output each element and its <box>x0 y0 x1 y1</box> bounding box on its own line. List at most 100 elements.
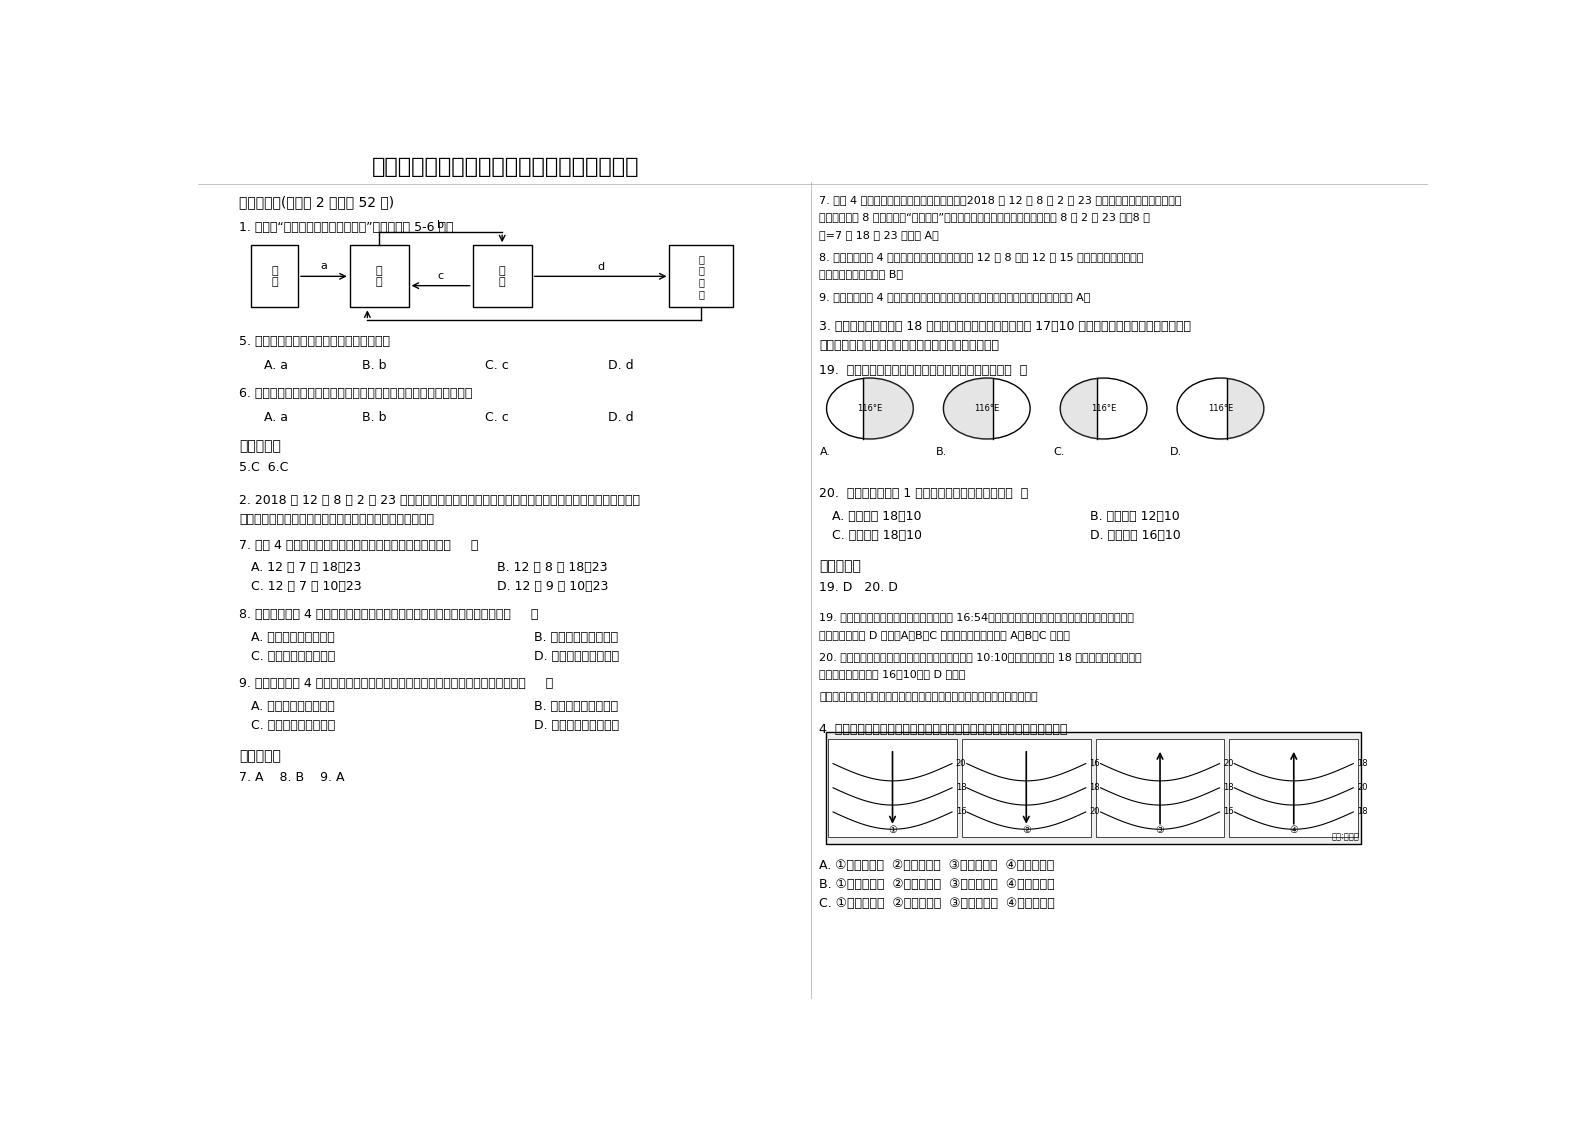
Text: 四川省德阳市大余中学高一地理测试题含解析: 四川省德阳市大余中学高一地理测试题含解析 <box>371 157 640 177</box>
Text: 16: 16 <box>955 808 966 817</box>
Text: C.: C. <box>1054 448 1065 458</box>
Text: 7. 嫦娥 4 号发射成功！以北京时间（东八区）2018 年 12 月 8 日 2 时 23 分，国际标准时间（中时区区: 7. 嫦娥 4 号发射成功！以北京时间（东八区）2018 年 12 月 8 日 … <box>819 195 1182 205</box>
Text: 太
阳: 太 阳 <box>271 266 278 287</box>
Text: C. 12 月 7 日 10：23: C. 12 月 7 日 10：23 <box>251 580 362 594</box>
Text: 19.  飞机降落时，晨昏线的位置应该是下列四图中的（  ）: 19. 飞机降落时，晨昏线的位置应该是下列四图中的（ ） <box>819 365 1028 377</box>
Text: 5.C  6.C: 5.C 6.C <box>240 461 289 475</box>
Text: C. 在北半球，向北移动: C. 在北半球，向北移动 <box>251 650 335 663</box>
Text: C. 星期日的 18：10: C. 星期日的 18：10 <box>832 528 922 542</box>
Text: 20: 20 <box>1224 760 1233 769</box>
Text: D. 在北半球，向南移动: D. 在北半球，向南移动 <box>535 650 619 663</box>
Text: c: c <box>438 272 444 282</box>
FancyBboxPatch shape <box>962 738 1090 837</box>
FancyBboxPatch shape <box>828 738 957 837</box>
Text: 20: 20 <box>1357 783 1368 792</box>
Text: 9. 探月卫星嫦娥 4 号成功靠近月球一周内，北京市昼短夜长，且昼渐短夜渐长。选 A。: 9. 探月卫星嫦娥 4 号成功靠近月球一周内，北京市昼短夜长，且昼渐短夜渐长。选… <box>819 292 1090 302</box>
Text: ①: ① <box>889 826 897 835</box>
Text: ④: ④ <box>1289 826 1298 835</box>
Text: 116°E: 116°E <box>974 404 1000 413</box>
Text: 2. 2018 年 12 月 8 日 2 时 23 分，我国在西昌卫星发射中心用长征三号乙运载火箭成功发射嫦娥四号探: 2. 2018 年 12 月 8 日 2 时 23 分，我国在西昌卫星发射中心用… <box>240 494 640 507</box>
Text: 20: 20 <box>955 760 966 769</box>
Text: A. 在南半球，向北移动: A. 在南半球，向北移动 <box>251 631 335 644</box>
Text: A. 昼长夜短，白昼变短: A. 昼长夜短，白昼变短 <box>251 700 335 712</box>
Text: D. d: D. d <box>608 359 633 373</box>
Text: 7. A    8. B    9. A: 7. A 8. B 9. A <box>240 771 344 784</box>
FancyBboxPatch shape <box>1230 738 1358 837</box>
Text: D. 昼长夜短，白昼变短: D. 昼长夜短，白昼变短 <box>535 719 619 732</box>
FancyBboxPatch shape <box>825 732 1360 844</box>
Text: A. a: A. a <box>263 411 287 424</box>
Text: 员看到一轮红日正在跑道西边的尽头，完成下面小题。: 员看到一轮红日正在跑道西边的尽头，完成下面小题。 <box>819 339 1000 351</box>
Text: B. 昼短夜长，白昼变长: B. 昼短夜长，白昼变长 <box>535 700 619 712</box>
Text: B. 在南半球，向南移动: B. 在南半球，向南移动 <box>535 631 619 644</box>
Text: 参考答案：: 参考答案： <box>819 559 862 573</box>
Text: 20: 20 <box>1089 808 1100 817</box>
Text: a: a <box>321 261 327 272</box>
Text: A. 星期一的 18：10: A. 星期一的 18：10 <box>832 509 922 523</box>
FancyBboxPatch shape <box>251 246 298 307</box>
Text: 大
气: 大 气 <box>498 266 506 287</box>
Text: A. a: A. a <box>263 359 287 373</box>
Text: A. 12 月 7 日 18：23: A. 12 月 7 日 18：23 <box>251 561 362 574</box>
Text: B. 星期一的 12：10: B. 星期一的 12：10 <box>1090 509 1179 523</box>
Text: 单位:摄氏度: 单位:摄氏度 <box>1331 833 1360 842</box>
Text: 18: 18 <box>1089 783 1100 792</box>
Text: 1. 下图是“大气热力作用关联示意图”，读图回答 5-6 题。: 1. 下图是“大气热力作用关联示意图”，读图回答 5-6 题。 <box>240 221 454 234</box>
Text: A.: A. <box>819 448 830 458</box>
Text: 116°E: 116°E <box>857 404 882 413</box>
Text: 时=7 日 18 时 23 分。选 A。: 时=7 日 18 时 23 分。选 A。 <box>819 230 940 240</box>
Text: 3. 某国际航班从罗马经 18 小时的飞行，于北京时间星期一 17：10 安全降落在北京机场。此时，飞行: 3. 某国际航班从罗马经 18 小时的飞行，于北京时间星期一 17：10 安全降… <box>819 320 1192 332</box>
Text: 18: 18 <box>1357 760 1368 769</box>
Text: 测器，开启了探测月球暗面的新旅程。据此完成下列各题。: 测器，开启了探测月球暗面的新旅程。据此完成下列各题。 <box>240 513 433 526</box>
Text: 4. 下图是洋流流经某中低纬海区的海水等温线图，指出下列判断正确的是: 4. 下图是洋流流经某中低纬海区的海水等温线图，指出下列判断正确的是 <box>819 723 1068 736</box>
Text: 18: 18 <box>1357 808 1368 817</box>
Text: 18: 18 <box>1224 783 1233 792</box>
Text: D. 星期日的 16：10: D. 星期日的 16：10 <box>1090 528 1181 542</box>
Text: 19. D   20. D: 19. D 20. D <box>819 581 898 595</box>
Text: 7. 嫦娥 4 号发射成功时，国际标准时间（中时区区时）为（     ）: 7. 嫦娥 4 号发射成功时，国际标准时间（中时区区时）为（ ） <box>240 539 478 552</box>
Text: 【点拨】熟悉晨昏线的判读，昼长短短纬度的变化规律，时间的计算方法。: 【点拨】熟悉晨昏线的判读，昼长短短纬度的变化规律，时间的计算方法。 <box>819 692 1038 702</box>
Text: ③: ③ <box>1155 826 1165 835</box>
Text: D. 12 月 9 日 10：23: D. 12 月 9 日 10：23 <box>497 580 609 594</box>
Text: 参考答案：: 参考答案： <box>240 439 281 453</box>
Text: 一、选择题(每小题 2 分，共 52 分): 一、选择题(每小题 2 分，共 52 分) <box>240 195 394 209</box>
FancyBboxPatch shape <box>473 246 532 307</box>
Text: 116°E: 116°E <box>1090 404 1116 413</box>
Text: 南半球并向南移动。选 B。: 南半球并向南移动。选 B。 <box>819 269 903 279</box>
Text: 6. 冬季农民用人造烟幕防止农作物受冻，图中箭头能表示其原理的是: 6. 冬季农民用人造烟幕防止农作物受冻，图中箭头能表示其原理的是 <box>240 387 473 399</box>
FancyBboxPatch shape <box>349 246 409 307</box>
Text: B.: B. <box>936 448 947 458</box>
Text: 时）与之相差 8 小时，根据“东加西减”的计算规律可知，此时国际标准时间为 8 日 2 时 23 分－8 小: 时）与之相差 8 小时，根据“东加西减”的计算规律可知，此时国际标准时间为 8 … <box>819 212 1151 222</box>
Text: 116°E: 116°E <box>1208 404 1233 413</box>
Text: B. ①南半球寒流  ②北半球寒流  ③北半球暖流  ④南半球暖流: B. ①南半球寒流 ②北半球寒流 ③北半球暖流 ④南半球暖流 <box>819 879 1055 892</box>
FancyBboxPatch shape <box>670 246 733 307</box>
Text: 5. 表示大气补偿地面辐射损失热量的箭头是: 5. 表示大气补偿地面辐射损失热量的箭头是 <box>240 335 390 348</box>
Text: d: d <box>597 263 605 272</box>
Text: C. c: C. c <box>486 359 509 373</box>
Text: 16: 16 <box>1089 760 1100 769</box>
Text: b: b <box>436 220 444 230</box>
Text: 20.  飞机从罗马（东 1 区）起飞的时间是当地时间（  ）: 20. 飞机从罗马（东 1 区）起飞的时间是当地时间（ ） <box>819 487 1028 500</box>
Text: A. ①南半球暖流  ②北半球暖流  ③南半球寒流  ④北半球寒流: A. ①南半球暖流 ②北半球暖流 ③南半球寒流 ④北半球寒流 <box>819 859 1055 873</box>
Text: B. b: B. b <box>362 411 387 424</box>
FancyBboxPatch shape <box>1095 738 1225 837</box>
Text: 8. 探月卫星嫦娥 4 号成功靠近月球期间，也就是 12 月 8 日至 12 月 15 日期间，太阳直射点于: 8. 探月卫星嫦娥 4 号成功靠近月球期间，也就是 12 月 8 日至 12 月… <box>819 252 1144 263</box>
Text: C. 昼长夜短，白昼变长: C. 昼长夜短，白昼变长 <box>251 719 335 732</box>
Text: 参考答案：: 参考答案： <box>240 748 281 763</box>
Text: C. c: C. c <box>486 411 509 424</box>
Text: 16: 16 <box>1224 808 1233 817</box>
Text: 地
面: 地 面 <box>376 266 382 287</box>
Text: B. 12 月 8 日 18：23: B. 12 月 8 日 18：23 <box>497 561 608 574</box>
Text: D. d: D. d <box>608 411 633 424</box>
Text: 20. 飞机降落时距离罗马起飞时间为当地时间周一 10:10，飞机中途飞行 18 小时，因此飞机起飞的: 20. 飞机降落时距离罗马起飞时间为当地时间周一 10:10，飞机中途飞行 18… <box>819 652 1143 662</box>
Text: 界线为昏线，故 D 正确。A、B、C 所示界线均为晨线，故 A、B、C 错误。: 界线为昏线，故 D 正确。A、B、C 所示界线均为晨线，故 A、B、C 错误。 <box>819 629 1070 640</box>
Text: ②: ② <box>1022 826 1030 835</box>
Text: 9. 探月卫星嫦娥 4 号成功靠近月球一周内，北京市昼夜长短状况的叙述，正确的（     ）: 9. 探月卫星嫦娥 4 号成功靠近月球一周内，北京市昼夜长短状况的叙述，正确的（… <box>240 678 554 690</box>
Text: B. b: B. b <box>362 359 387 373</box>
Text: 宇
宙
空
间: 宇 宙 空 间 <box>698 254 705 298</box>
Text: 19. 由飞机降落时间可推知北京日落时间为 16:54，北半球昼短夜长，纬度越高，白昼越短；图示分: 19. 由飞机降落时间可推知北京日落时间为 16:54，北半球昼短夜长，纬度越高… <box>819 613 1135 623</box>
Text: 18: 18 <box>955 783 966 792</box>
Text: 当地时间为星期日的 16：10。故 D 正确。: 当地时间为星期日的 16：10。故 D 正确。 <box>819 670 966 680</box>
Text: D.: D. <box>1170 448 1182 458</box>
Text: C. ①北半球暖流  ②南半球寒流  ③北半球寒流  ④南半球暖流: C. ①北半球暖流 ②南半球寒流 ③北半球寒流 ④南半球暖流 <box>819 898 1055 910</box>
